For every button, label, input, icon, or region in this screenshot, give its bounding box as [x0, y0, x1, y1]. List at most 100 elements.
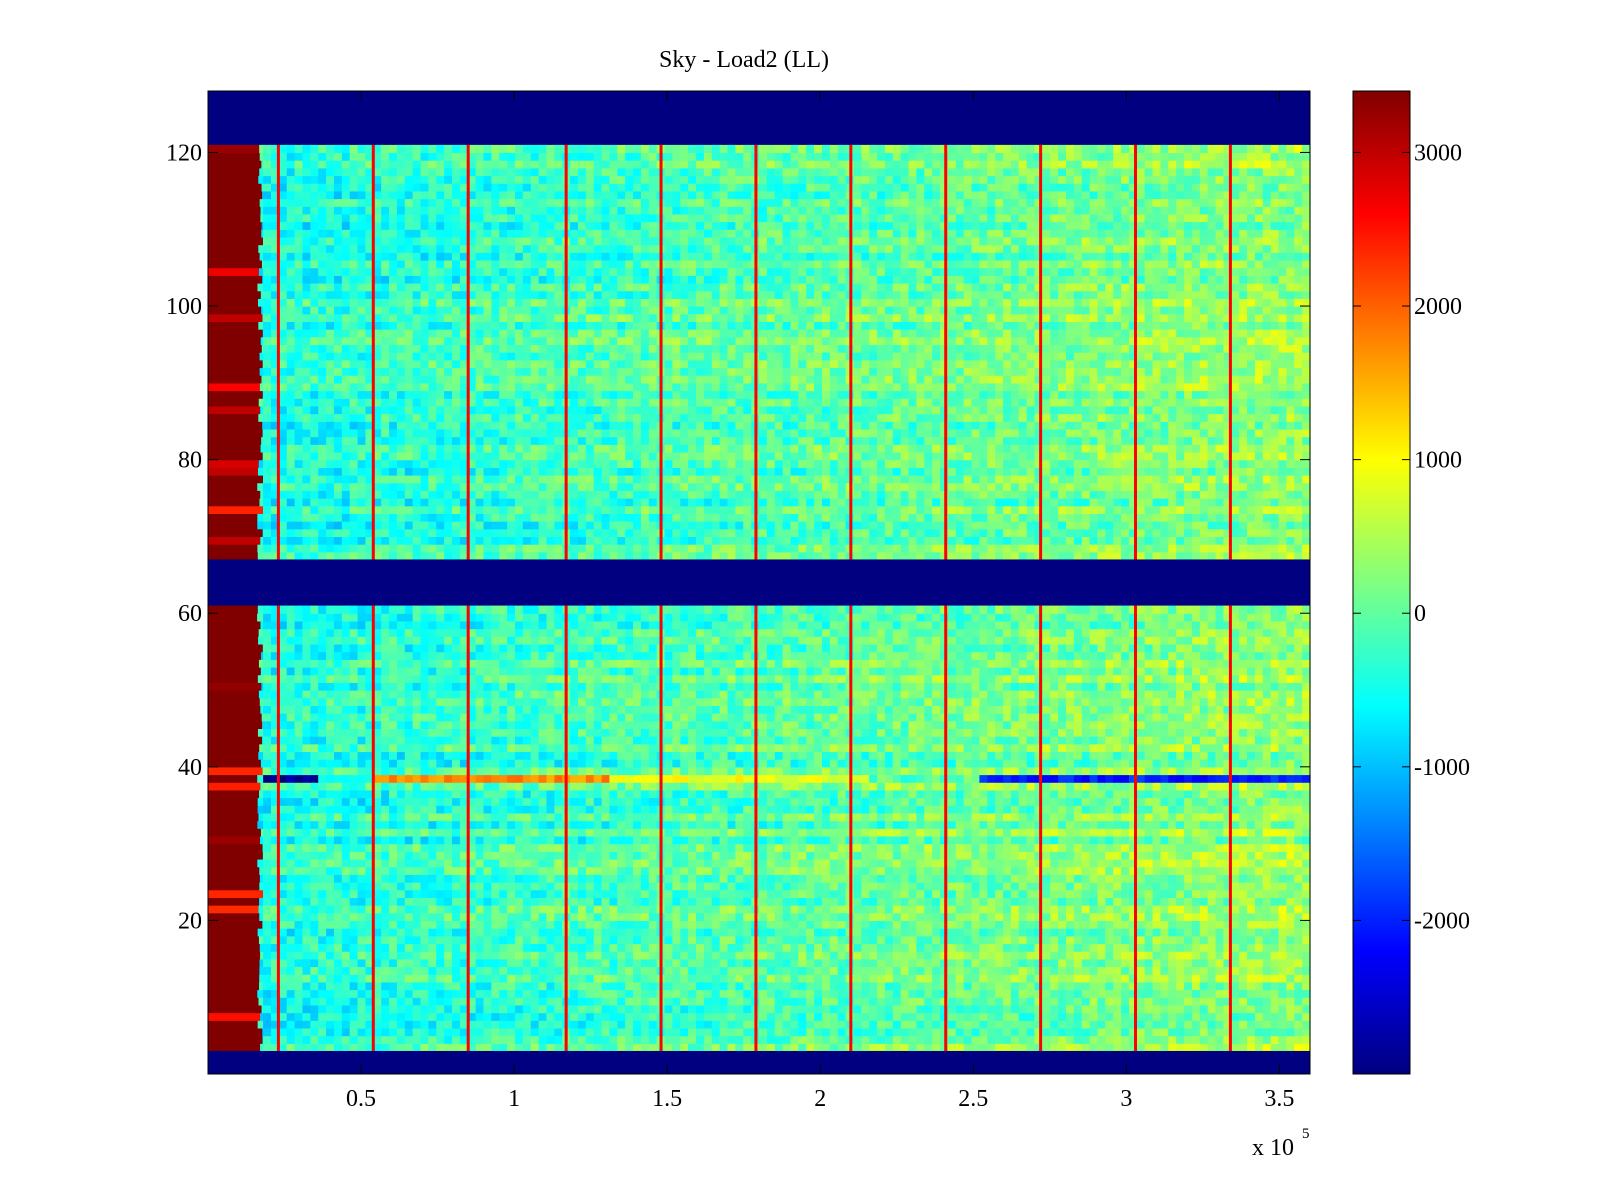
heatmap-cell	[1026, 920, 1036, 929]
heatmap-cell	[1113, 820, 1122, 829]
heatmap-cell	[499, 920, 508, 929]
heatmap-cell	[546, 897, 555, 906]
heatmap-cell	[389, 789, 398, 799]
heatmap-cell	[884, 882, 894, 891]
heatmap-cell	[499, 812, 508, 822]
heatmap-cell	[459, 1012, 469, 1021]
heatmap-cell	[884, 782, 894, 791]
heatmap-cell	[633, 920, 642, 929]
heatmap-cell	[1034, 889, 1043, 898]
heatmap-cell	[688, 782, 697, 791]
heatmap-cell	[806, 1043, 815, 1052]
heatmap-cell	[908, 874, 918, 883]
heatmap-cell	[1254, 935, 1264, 945]
heatmap-cell	[546, 912, 555, 922]
heatmap-cell	[396, 997, 406, 1006]
heatmap-cell	[499, 874, 508, 883]
heatmap-cell	[412, 943, 422, 952]
heatmap-cell	[900, 905, 910, 914]
heatmap-cell	[884, 889, 894, 898]
heatmap-cell	[759, 1043, 768, 1052]
heatmap-cell	[861, 1004, 870, 1014]
heatmap-cell	[1010, 766, 1020, 776]
heatmap-cell	[908, 928, 918, 937]
heatmap-cell	[877, 920, 886, 929]
heatmap-cell	[703, 1027, 713, 1037]
heatmap-cell	[908, 1012, 918, 1021]
heatmap-cell	[987, 828, 996, 837]
heatmap-cell	[1050, 981, 1059, 991]
heatmap-cell	[877, 858, 886, 868]
heatmap-cell	[1144, 958, 1154, 968]
heatmap-cell	[530, 966, 540, 975]
heatmap-cell	[1128, 812, 1138, 822]
heatmap-cell	[1073, 851, 1083, 860]
heatmap-cell	[1191, 812, 1201, 822]
heatmap-cell	[1152, 851, 1162, 860]
heatmap-cell	[420, 874, 429, 883]
heatmap-cell	[1018, 789, 1028, 799]
heatmap-cell	[570, 905, 579, 914]
heatmap-cell	[1003, 766, 1012, 776]
heatmap-cell	[1144, 989, 1154, 998]
heatmap-cell	[1018, 812, 1028, 822]
heatmap-cell	[483, 1012, 492, 1021]
heatmap-cell	[467, 820, 477, 829]
heatmap-cell	[514, 820, 524, 829]
heatmap-cell	[932, 812, 941, 822]
heatmap-cell	[1231, 874, 1240, 883]
heatmap-cell	[1176, 797, 1185, 806]
heatmap-cell	[1034, 974, 1043, 983]
heatmap-cell	[814, 882, 823, 891]
heatmap-cell	[436, 858, 445, 868]
heatmap-cell	[1286, 1027, 1295, 1037]
heatmap-cell	[1160, 989, 1169, 998]
heatmap-cell	[995, 843, 1004, 852]
heatmap-cell	[617, 981, 626, 991]
heatmap-cell	[208, 951, 261, 960]
heatmap-cell	[711, 981, 721, 991]
heatmap-cell	[412, 789, 422, 799]
heatmap-cell	[640, 812, 650, 822]
heatmap-cell	[947, 835, 957, 845]
heatmap-cell	[452, 782, 461, 791]
heatmap-cell	[1026, 774, 1036, 783]
heatmap-cell	[719, 858, 729, 868]
heatmap-cell	[499, 943, 508, 952]
heatmap-cell	[1286, 912, 1295, 922]
heatmap-cell	[829, 797, 839, 806]
heatmap-cell	[522, 920, 532, 929]
heatmap-cell	[278, 989, 288, 998]
heatmap-cell	[617, 866, 626, 875]
heatmap-cell	[1207, 874, 1217, 883]
heatmap-cell	[625, 951, 634, 960]
heatmap-cell	[1152, 1020, 1162, 1029]
heatmap-cell	[1136, 782, 1146, 791]
heatmap-cell	[1073, 905, 1083, 914]
heatmap-cell	[475, 951, 485, 960]
heatmap-cell	[389, 1035, 398, 1044]
heatmap-cell	[404, 966, 414, 975]
heatmap-cell	[719, 1012, 729, 1021]
heatmap-cell	[420, 766, 429, 776]
heatmap-cell	[688, 1012, 697, 1021]
heatmap-cell	[1231, 805, 1240, 814]
heatmap-cell	[270, 828, 280, 837]
heatmap-cell	[1026, 989, 1036, 998]
heatmap-cell	[719, 905, 729, 914]
heatmap-cell	[774, 974, 784, 983]
heatmap-cell	[1089, 966, 1099, 975]
heatmap-cell	[483, 874, 492, 883]
heatmap-cell	[1097, 797, 1106, 806]
heatmap-cell	[1097, 920, 1106, 929]
heatmap-cell	[286, 828, 296, 837]
heatmap-cell	[1018, 774, 1028, 783]
heatmap-cell	[1191, 874, 1201, 883]
heatmap-cell	[263, 1020, 272, 1029]
heatmap-cell	[483, 989, 492, 998]
heatmap-cell	[648, 912, 658, 922]
heatmap-cell	[1144, 866, 1154, 875]
heatmap-cell	[208, 889, 263, 898]
heatmap-cell	[507, 797, 516, 806]
heatmap-cell	[452, 874, 461, 883]
